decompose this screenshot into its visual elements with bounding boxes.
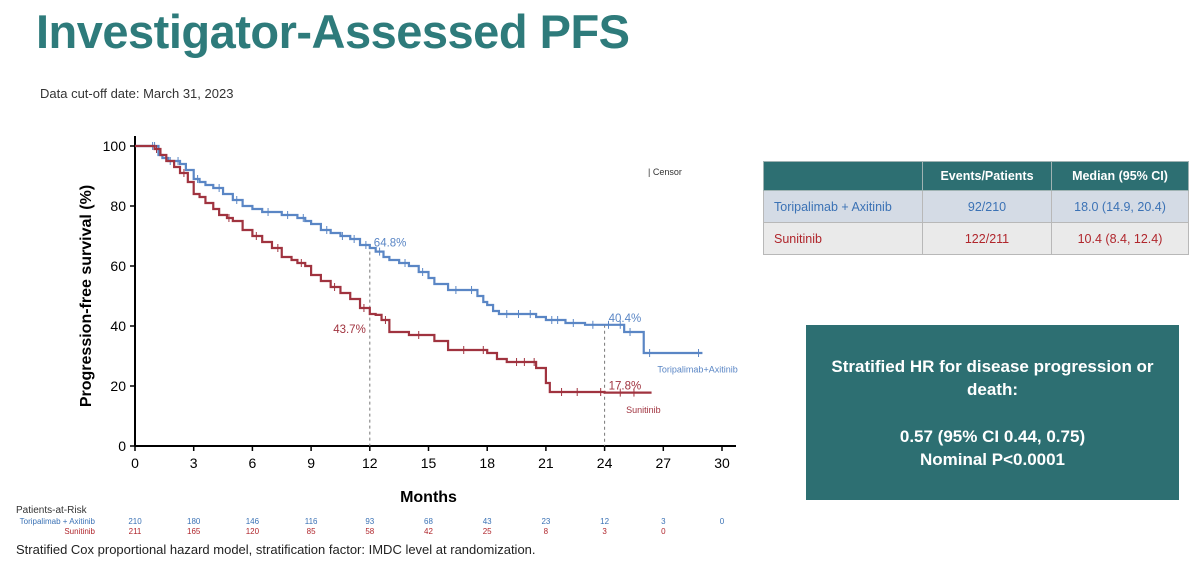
table-cell-arm: Toripalimab + Axitinib — [763, 190, 923, 223]
table-cell-events: 122/211 — [922, 222, 1052, 255]
x-tick-label: 9 — [307, 455, 315, 471]
hr-value: 0.57 (95% CI 0.44, 0.75) — [899, 427, 1086, 446]
series-label-toripalimab: Toripalimab+Axitinib — [657, 365, 737, 375]
hr-pvalue: Nominal P<0.0001 — [919, 450, 1066, 469]
risk-count: 120 — [245, 527, 260, 536]
x-tick-label: 21 — [538, 455, 554, 471]
risk-count: 42 — [424, 527, 433, 536]
risk-count: 58 — [365, 527, 375, 536]
risk-row-toripalimab: Toripalimab + Axitinib 210 180 146 116 93 68 4… — [0, 517, 760, 527]
page-title: Investigator-Assessed PFS — [36, 5, 630, 58]
hazard-ratio-box: Stratified HR for disease progression or… — [806, 325, 1179, 500]
censor-legend: | Censor — [648, 167, 682, 177]
x-axis-label: Months — [400, 489, 457, 506]
annotation-label: 64.8% — [374, 238, 407, 250]
risk-row-label: Sunitinib — [64, 527, 95, 536]
x-tick-label: 30 — [714, 455, 730, 471]
risk-count: 146 — [245, 517, 260, 526]
risk-count: 211 — [128, 527, 142, 536]
table-row: Toripalimab + Axitinib 92/210 18.0 (14.9… — [763, 190, 1189, 223]
risk-count: 12 — [600, 517, 610, 526]
km-curve-sunitinib — [135, 144, 652, 394]
km-chart: 0 3 6 9 12 15 18 21 24 27 30 0 20 40 60 80 100 Months Prog… — [78, 136, 738, 506]
x-tick-label: 6 — [249, 455, 257, 471]
table-header-row: Events/Patients Median (95% CI) — [763, 161, 1189, 191]
series-label-sunitinib: Sunitinib — [626, 405, 661, 415]
risk-count: 180 — [187, 517, 201, 526]
y-tick-label: 80 — [110, 198, 126, 214]
y-tick-label: 20 — [110, 378, 126, 394]
y-tick-label: 60 — [110, 258, 126, 274]
risk-count: 23 — [541, 517, 551, 526]
risk-count: 0 — [661, 527, 666, 536]
risk-count: 3 — [661, 517, 666, 526]
footnote: Stratified Cox proportional hazard model… — [16, 542, 536, 557]
risk-count: 25 — [482, 527, 492, 536]
risk-table-title: Patients-at-Risk — [16, 505, 87, 516]
risk-count: 165 — [187, 527, 201, 536]
x-tick-label: 27 — [656, 455, 672, 471]
hr-heading: Stratified HR for disease progression or… — [831, 357, 1154, 399]
risk-count: 68 — [424, 517, 433, 526]
risk-count: 210 — [128, 517, 142, 526]
risk-count: 3 — [602, 527, 607, 536]
table-cell-arm: Sunitinib — [763, 222, 923, 255]
x-tick-label: 12 — [362, 455, 378, 471]
x-tick-label: 15 — [421, 455, 437, 471]
risk-row-label: Toripalimab + Axitinib — [19, 517, 95, 526]
x-tick-label: 3 — [190, 455, 198, 471]
table-header-median: Median (95% CI) — [1051, 161, 1189, 191]
risk-count: 93 — [365, 517, 375, 526]
annotation-label: 17.8% — [609, 381, 642, 393]
annotation-label: 43.7% — [333, 324, 366, 336]
risk-count: 0 — [719, 517, 725, 526]
table-cell-median: 18.0 (14.9, 20.4) — [1051, 190, 1189, 223]
km-curve-toripalimab — [135, 144, 703, 355]
risk-count: 116 — [304, 517, 318, 526]
risk-count: 85 — [306, 527, 316, 536]
table-cell-median: 10.4 (8.4, 12.4) — [1051, 222, 1189, 255]
table-header-events: Events/Patients — [922, 161, 1052, 191]
y-tick-label: 0 — [118, 438, 126, 454]
risk-count: 8 — [543, 527, 549, 536]
y-tick-label: 100 — [103, 138, 127, 154]
x-tick-label: 18 — [479, 455, 495, 471]
cutoff-date: Data cut-off date: March 31, 2023 — [40, 86, 234, 101]
y-tick-label: 40 — [110, 318, 126, 334]
annotation-label: 40.4% — [609, 313, 642, 325]
table-header-arm — [763, 161, 923, 191]
table-row: Sunitinib 122/211 10.4 (8.4, 12.4) — [763, 222, 1189, 255]
summary-table: Events/Patients Median (95% CI) Toripali… — [763, 161, 1189, 255]
table-cell-events: 92/210 — [922, 190, 1052, 223]
x-tick-label: 24 — [597, 455, 613, 471]
y-axis-label: Progression-free survival (%) — [78, 185, 95, 407]
x-tick-label: 0 — [131, 455, 139, 471]
risk-row-sunitinib: Sunitinib 211 165 120 85 58 42 25 8 3 0 — [0, 527, 760, 537]
risk-count: 43 — [482, 517, 492, 526]
